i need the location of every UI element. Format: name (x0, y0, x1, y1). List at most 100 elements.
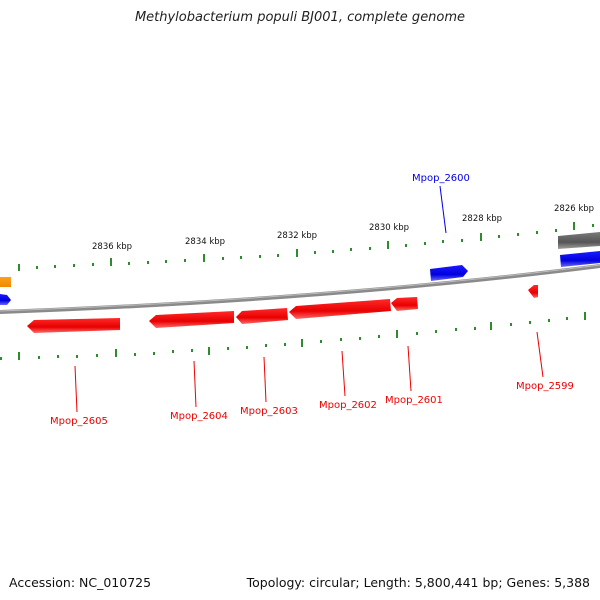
tick-mark (416, 332, 418, 335)
tick-mark (517, 233, 519, 236)
tick-mark (314, 251, 316, 254)
gene-label-mpop-2600[interactable]: Mpop_2600 (412, 173, 470, 184)
other-gene-feature-edge[interactable] (558, 232, 600, 249)
tick-mark (110, 258, 112, 266)
tick-mark (378, 335, 380, 338)
gene-mpop-2605[interactable] (27, 318, 120, 333)
forward-gene-feature-edge-right[interactable] (560, 251, 600, 267)
tick-mark (96, 354, 98, 357)
tick-mark (369, 247, 371, 250)
lower-tick-scale (0, 312, 586, 360)
tick-mark (92, 263, 94, 266)
kbp-label: 2836 kbp (92, 242, 132, 252)
gene-mpop-2603[interactable] (236, 308, 288, 324)
tick-mark (172, 350, 174, 353)
tick-mark (490, 322, 492, 330)
kbp-label: 2826 kbp (554, 204, 594, 214)
tick-mark (555, 229, 557, 232)
map-title: Methylobacterium populi BJ001, complete … (134, 10, 466, 25)
tick-mark (208, 347, 210, 355)
tick-mark (240, 256, 242, 259)
gene-label-mpop-2603[interactable]: Mpop_2603 (240, 406, 298, 417)
tick-mark (191, 349, 193, 352)
tick-mark (284, 343, 286, 346)
gene-mpop-2600[interactable] (430, 265, 468, 281)
tick-mark (277, 254, 279, 257)
kbp-label: 2832 kbp (277, 231, 317, 241)
tick-mark (134, 353, 136, 356)
tick-mark (184, 259, 186, 262)
gene-label-mpop-2602[interactable]: Mpop_2602 (319, 400, 377, 411)
tick-mark (396, 330, 398, 338)
tick-mark (461, 239, 463, 242)
tick-mark (424, 242, 426, 245)
kbp-label: 2830 kbp (369, 223, 409, 233)
gene-label-mpop-2601[interactable]: Mpop_2601 (385, 395, 443, 406)
leader-line (407, 345, 412, 392)
tick-mark (18, 352, 20, 360)
tick-mark (73, 264, 75, 267)
tick-mark (259, 255, 261, 258)
tick-mark (573, 222, 575, 230)
tick-mark (227, 347, 229, 350)
gene-mpop-2602[interactable] (289, 299, 391, 319)
gene-mpop-2601[interactable] (391, 297, 418, 311)
leader-line (263, 356, 267, 403)
tick-mark (529, 321, 531, 324)
tick-mark (566, 317, 568, 320)
tick-mark (301, 339, 303, 347)
genome-summary-text: Topology: circular; Length: 5,800,441 bp… (246, 575, 590, 590)
tick-mark (57, 355, 59, 358)
accession-text: Accession: NC_010725 (9, 575, 152, 590)
gene-label-mpop-2599[interactable]: Mpop_2599 (516, 381, 574, 392)
tick-mark (203, 254, 205, 262)
tick-mark (115, 349, 117, 357)
tick-mark (510, 323, 512, 326)
gene-mpop-2599[interactable] (528, 285, 538, 298)
tick-mark (592, 224, 594, 227)
orange-gene-feature[interactable] (0, 277, 11, 287)
tick-mark (405, 244, 407, 247)
tick-mark (36, 266, 38, 269)
tick-mark (442, 240, 444, 243)
leader-line (439, 185, 447, 234)
tick-mark (0, 357, 2, 360)
gene-mpop-2604[interactable] (149, 311, 234, 328)
tick-mark (536, 231, 538, 234)
tick-mark (222, 257, 224, 260)
leader-line (74, 365, 78, 413)
tick-mark (54, 265, 56, 268)
tick-mark (128, 262, 130, 265)
tick-mark (435, 330, 437, 333)
tick-mark (359, 337, 361, 340)
kbp-label: 2828 kbp (462, 214, 502, 224)
tick-mark (387, 241, 389, 249)
tick-mark (350, 248, 352, 251)
leader-line (536, 331, 544, 378)
upper-tick-scale (18, 222, 594, 271)
genome-backbone-highlight (0, 264, 600, 312)
tick-mark (584, 312, 586, 320)
tick-mark (38, 356, 40, 359)
gene-label-mpop-2605[interactable]: Mpop_2605 (50, 416, 108, 427)
tick-mark (332, 250, 334, 253)
tick-mark (320, 340, 322, 343)
kbp-label: 2834 kbp (185, 237, 225, 247)
tick-mark (18, 264, 20, 271)
tick-mark (455, 328, 457, 331)
tick-mark (165, 260, 167, 263)
tick-mark (147, 261, 149, 264)
tick-mark (498, 235, 500, 238)
tick-mark (246, 346, 248, 349)
genome-backbone (0, 264, 600, 314)
gene-label-mpop-2604[interactable]: Mpop_2604 (170, 411, 228, 422)
tick-mark (296, 249, 298, 257)
tick-mark (340, 338, 342, 341)
leader-line (193, 360, 197, 408)
leader-line (341, 350, 346, 397)
forward-gene-feature-edge[interactable] (0, 294, 11, 305)
tick-mark (153, 352, 155, 355)
tick-mark (474, 327, 476, 330)
